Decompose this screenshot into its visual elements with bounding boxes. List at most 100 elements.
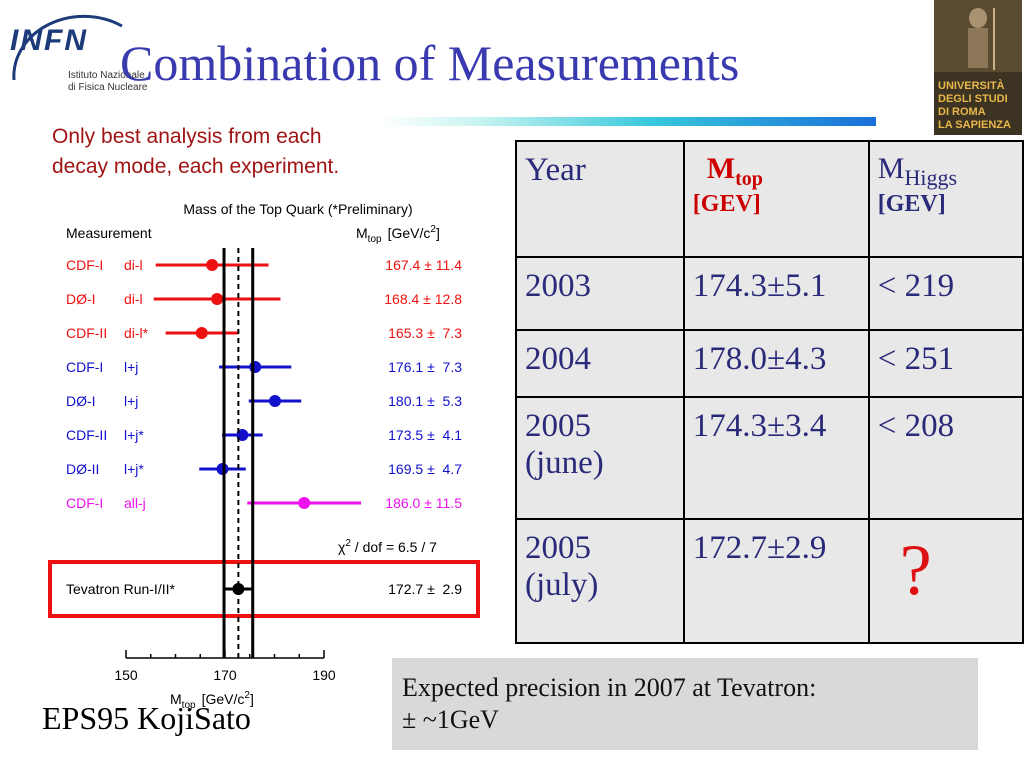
cell-mtop: 174.3±3.4 xyxy=(682,396,870,520)
statue-icon xyxy=(934,0,1022,72)
subtitle-line-1: Only best analysis from each xyxy=(52,125,322,148)
measurement-channel-label: di-l* xyxy=(124,325,149,341)
chart-header-mtop: Mtop [GeV/c2] xyxy=(356,224,440,245)
cell-year-line1: 2005 xyxy=(525,530,591,566)
table-row: 2003 174.3±5.1 < 219 xyxy=(515,256,1024,331)
university-line-4: LA SAPIENZA xyxy=(938,119,1011,131)
x-axis-tick-label: 150 xyxy=(114,667,138,683)
subtitle: Only best analysis from each decay mode,… xyxy=(52,122,452,182)
cell-year: 2005 (july) xyxy=(515,518,685,644)
measurement-channel-label: l+j* xyxy=(124,427,144,443)
measurement-experiment-label: CDF-II xyxy=(66,427,107,443)
chi2-symbol: χ xyxy=(338,539,346,555)
measurement-channel-label: l+j* xyxy=(124,461,144,477)
x-axis-label-unit: [GeV/c xyxy=(202,691,245,707)
subtitle-line-2: decay mode, each experiment. xyxy=(52,155,340,178)
infn-logo xyxy=(2,8,162,103)
chart-header-mtop-close: ] xyxy=(436,225,440,241)
measurement-value-label: 165.3 ± 7.3 xyxy=(388,325,462,341)
cell-mtop: 178.0±4.3 xyxy=(682,329,870,398)
precision-note-line2: ± ~1GeV xyxy=(402,705,499,734)
slide-title: Combination of Measurements xyxy=(120,35,740,91)
measurement-experiment-label: DØ-I xyxy=(66,393,96,409)
infn-subtitle-line2: di Fisica Nucleare xyxy=(68,82,148,93)
header-mtop-symbol: M xyxy=(706,152,736,185)
measurement-value-label: 173.5 ± 4.1 xyxy=(388,427,462,443)
combined-name-label: Tevatron Run-I/II* xyxy=(66,581,175,597)
measurement-experiment-label: CDF-II xyxy=(66,325,107,341)
combined-point xyxy=(232,583,245,595)
header-mtop-sub: top xyxy=(735,168,763,190)
chart-header-mtop-sub: top xyxy=(368,234,382,245)
x-axis-tick-label: 190 xyxy=(312,667,336,683)
chart-header-mtop-symbol: M xyxy=(356,225,368,241)
measurement-channel-label: l+j xyxy=(124,359,138,375)
cell-year: 2004 xyxy=(515,329,685,398)
x-axis: 150 170 190 xyxy=(114,650,336,683)
chart-header-measurement: Measurement xyxy=(66,225,152,241)
cell-year-line2: (june) xyxy=(525,445,604,481)
measurement-experiment-label: CDF-I xyxy=(66,257,103,273)
chart-title: Mass of the Top Quark (*Preliminary) xyxy=(183,201,412,217)
university-logo: UNIVERSITÀ DEGLI STUDI DI ROMA LA SAPIEN… xyxy=(934,0,1022,135)
footer-author: EPS95 KojiSato xyxy=(42,700,251,736)
cell-year-line1: 2004 xyxy=(525,341,591,377)
university-line-3: DI ROMA xyxy=(938,106,986,118)
chart-header-mtop-unit: [GeV/c xyxy=(388,225,431,241)
table-header-row: Year Mtop [GEV] MHiggs [GEV] xyxy=(515,140,1024,258)
measurement-point xyxy=(206,259,219,271)
cell-year: 2003 xyxy=(515,256,685,331)
precision-note-line1: Expected precision in 2007 at Tevatron: xyxy=(402,673,817,702)
x-axis-label: Mtop [GeV/c2] xyxy=(170,690,254,711)
measurement-value-label: 169.5 ± 4.7 xyxy=(388,461,462,477)
combined-highlight-box xyxy=(48,560,480,618)
combined-band-lines xyxy=(222,248,255,658)
cell-year: 2005 (june) xyxy=(515,396,685,520)
infn-arc-icon xyxy=(12,14,123,81)
header-mhiggs-sub: Higgs xyxy=(904,165,957,190)
measurement-channel-label: l+j xyxy=(124,393,138,409)
measurement-experiment-label: CDF-I xyxy=(66,359,103,375)
measurement-point xyxy=(195,327,208,339)
measurement-point xyxy=(211,293,224,305)
chi2-text: / dof = 6.5 / 7 xyxy=(351,539,437,555)
infn-wordmark: INFN xyxy=(10,24,88,57)
cell-mtop: 174.3±5.1 xyxy=(682,256,870,331)
cell-mtop: 172.7±2.9 xyxy=(682,518,870,644)
measurement-point xyxy=(268,395,281,407)
header-mhiggs-symbol: M xyxy=(877,152,905,185)
measurement-value-label: 168.4 ± 12.8 xyxy=(384,291,462,307)
chi2-sup: 2 xyxy=(345,538,351,549)
table-row: 2005 (june) 174.3±3.4 < 208 xyxy=(515,396,1024,520)
cell-year-line1: 2005 xyxy=(525,408,591,444)
measurement-experiment-label: DØ-II xyxy=(66,461,99,477)
x-axis-label-sub: top xyxy=(182,700,196,711)
higgs-unknown-mark: ? xyxy=(899,530,932,610)
measurement-rows: CDF-I di-l 167.4 ± 11.4 DØ-I di-l 168.4 ± 12.… xyxy=(66,257,462,511)
cell-year-line1: 2003 xyxy=(525,268,591,304)
header-year: Year xyxy=(515,140,685,258)
measurement-channel-label: di-l xyxy=(124,257,143,273)
cell-mhiggs: < 208 xyxy=(867,396,1024,520)
cell-mhiggs: < 251 xyxy=(867,329,1024,398)
measurement-value-label: 180.1 ± 5.3 xyxy=(388,393,462,409)
measurement-channel-label: di-l xyxy=(124,291,143,307)
header-mhiggs-unit: [GEV] xyxy=(877,191,946,217)
measurement-table: Year Mtop [GEV] MHiggs [GEV] 2003 174.3±… xyxy=(515,140,1024,644)
precision-note: Expected precision in 2007 at Tevatron: … xyxy=(392,658,978,750)
x-axis-label-close: ] xyxy=(250,691,254,707)
top-mass-chart: Mass of the Top Quark (*Preliminary) Mea… xyxy=(48,201,480,711)
header-mtop: Mtop [GEV] xyxy=(682,140,870,258)
combined-value-label: 172.7 ± 2.9 xyxy=(388,581,462,597)
measurement-value-label: 186.0 ± 11.5 xyxy=(385,495,462,511)
chi2-label: χ2 / dof = 6.5 / 7 xyxy=(338,538,437,555)
title-underline xyxy=(380,117,876,126)
measurement-point xyxy=(298,497,311,509)
chart-header-mtop-sup: 2 xyxy=(430,224,436,235)
table-row: 2004 178.0±4.3 < 251 xyxy=(515,329,1024,398)
x-axis-label-sup: 2 xyxy=(244,690,250,701)
x-axis-label-symbol: M xyxy=(170,691,182,707)
cell-mhiggs: ? xyxy=(867,518,1024,644)
infn-subtitle-line1: Istituto Nazionale xyxy=(68,70,145,81)
x-axis-tick-label: 170 xyxy=(213,667,237,683)
